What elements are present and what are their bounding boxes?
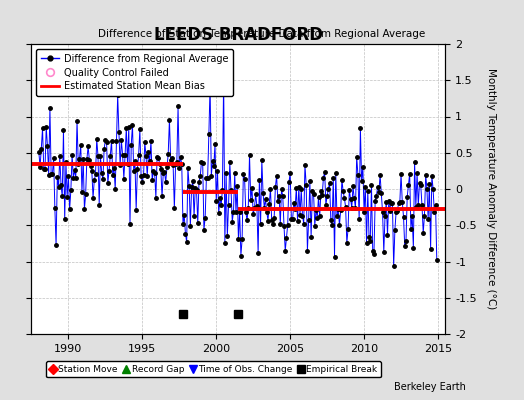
Text: Berkeley Earth: Berkeley Earth [395, 382, 466, 392]
Title: LEEDS BRADFORD: LEEDS BRADFORD [154, 26, 323, 44]
Legend: Station Move, Record Gap, Time of Obs. Change, Empirical Break: Station Move, Record Gap, Time of Obs. C… [46, 361, 381, 377]
Text: Difference of Station Temperature Data from Regional Average: Difference of Station Temperature Data f… [99, 29, 425, 39]
Y-axis label: Monthly Temperature Anomaly Difference (°C): Monthly Temperature Anomaly Difference (… [486, 68, 496, 310]
